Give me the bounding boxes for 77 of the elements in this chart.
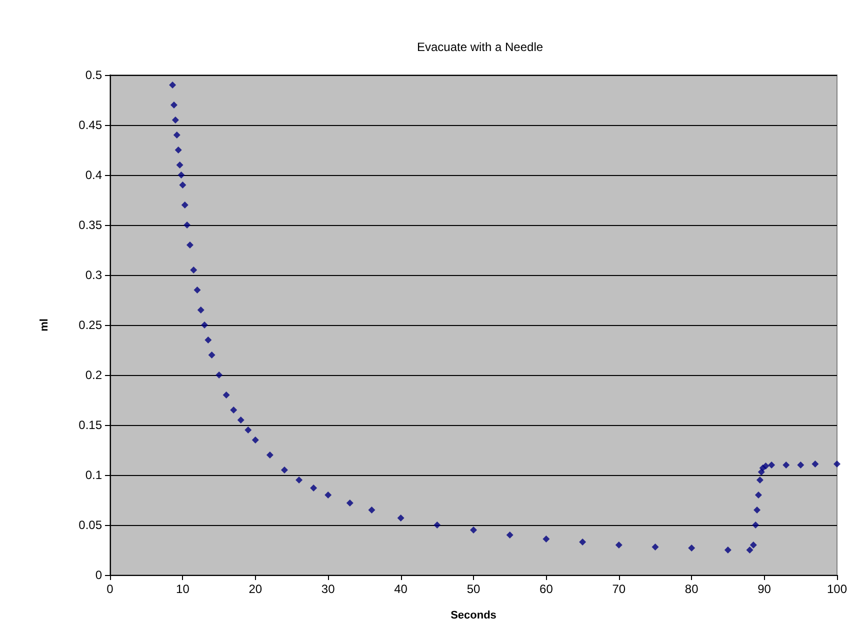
point (197, 306, 204, 314)
point (280, 466, 288, 474)
point (506, 532, 514, 538)
y-tick-label: 0.2 (85, 368, 102, 382)
point (204, 336, 212, 344)
x-axis-title: Seconds (450, 610, 496, 622)
x-tick-label: 60 (540, 582, 554, 596)
y-tick-label: 0 (95, 568, 102, 582)
point (181, 202, 188, 208)
point (768, 462, 776, 468)
x-tick-label: 90 (758, 582, 772, 596)
y-axis-title: ml (38, 318, 50, 332)
x-tick-label: 40 (394, 582, 408, 596)
point (230, 406, 238, 414)
point (310, 484, 318, 492)
point (170, 102, 178, 108)
y-tick-label: 0.5 (85, 68, 102, 82)
point (244, 426, 252, 434)
y-tick-label: 0.05 (78, 518, 102, 532)
point (194, 286, 201, 294)
point (174, 146, 182, 154)
point (434, 522, 441, 528)
x-tick-label: 80 (684, 582, 699, 596)
point (470, 526, 477, 534)
y-tick-label: 0.4 (85, 168, 102, 182)
x-tick-label: 0 (106, 582, 114, 596)
y-tick-label: 0.3 (85, 268, 102, 282)
point (746, 546, 754, 554)
point (762, 462, 770, 470)
point (346, 500, 354, 506)
point (208, 352, 216, 358)
point (296, 476, 303, 484)
point (782, 462, 790, 468)
x-tick-label: 100 (826, 582, 848, 596)
point (754, 492, 762, 498)
x-tick-label: 30 (321, 582, 336, 596)
point (190, 266, 198, 274)
point (542, 536, 550, 542)
point (324, 492, 332, 498)
point (172, 116, 179, 124)
x-tick-label: 50 (466, 582, 480, 596)
y-tick-label: 0.45 (78, 118, 102, 132)
point (834, 460, 840, 468)
point (252, 436, 259, 444)
point (216, 372, 223, 378)
point (201, 322, 208, 328)
point (615, 542, 622, 548)
point (812, 460, 819, 468)
point (222, 392, 230, 398)
point (368, 506, 376, 514)
y-tick-label: 0.35 (78, 218, 102, 232)
point (397, 514, 404, 522)
y-tick-label: 0.25 (78, 318, 102, 332)
point (797, 462, 804, 468)
point (688, 544, 696, 552)
point (184, 222, 191, 228)
point (176, 162, 184, 168)
chart-title: Evacuate with a Needle (416, 40, 544, 54)
point (266, 452, 274, 458)
point (579, 538, 586, 546)
point (179, 182, 186, 188)
point (652, 544, 659, 550)
y-tick-label: 0.15 (78, 418, 102, 432)
point (752, 522, 760, 528)
point (173, 132, 180, 138)
point (169, 82, 176, 88)
x-tick-label: 20 (248, 582, 262, 596)
point (186, 242, 194, 248)
point (724, 546, 732, 554)
x-tick-label: 70 (612, 582, 626, 596)
point (237, 416, 244, 424)
x-tick-label: 10 (176, 582, 190, 596)
y-tick-label: 0.1 (85, 468, 102, 482)
point (756, 476, 764, 484)
point (178, 172, 185, 178)
point (754, 506, 761, 514)
point (750, 542, 757, 548)
